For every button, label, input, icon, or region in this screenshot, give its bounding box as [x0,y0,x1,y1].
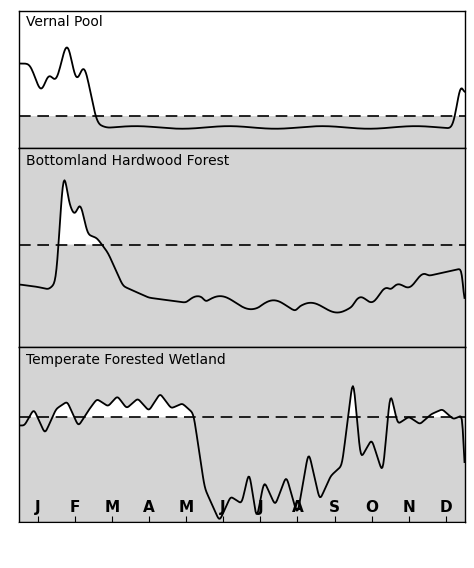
Text: Vernal Pool: Vernal Pool [26,15,102,30]
Bar [19,116,465,148]
Text: Bottomland Hardwood Forest: Bottomland Hardwood Forest [26,154,229,168]
Text: Temperate Forested Wetland: Temperate Forested Wetland [26,353,226,367]
